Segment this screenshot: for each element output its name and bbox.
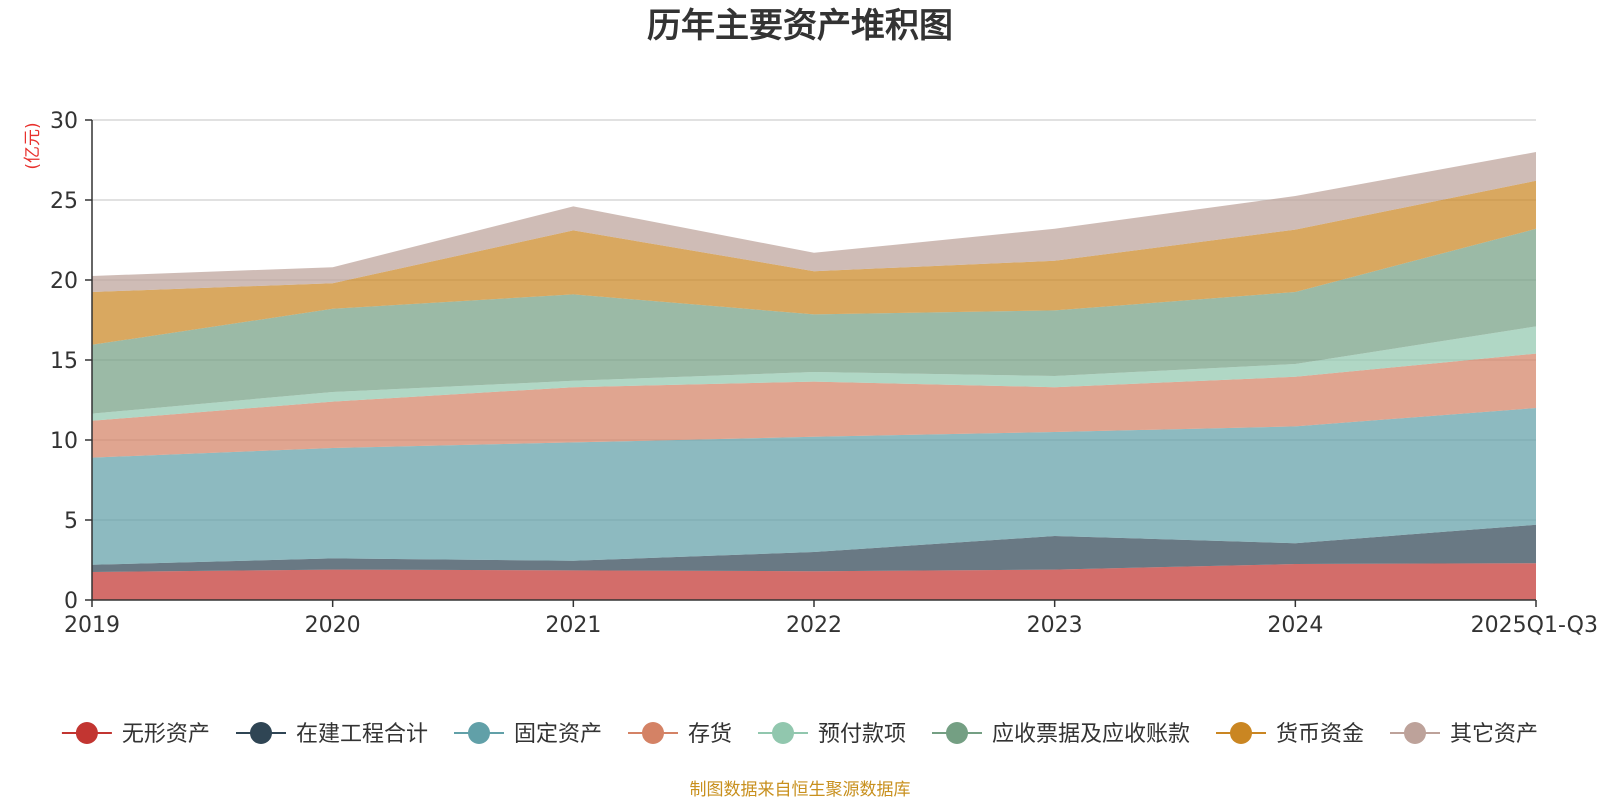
legend-circle-marker	[772, 722, 794, 744]
legend-circle-marker	[75, 722, 98, 744]
y-tick-label-15: 15	[50, 349, 78, 374]
legend-label: 无形资产	[122, 722, 210, 747]
x-tick-label-7: 2025Q1-Q3	[1471, 613, 1598, 638]
y-axis-unit-label: (亿元)	[23, 122, 43, 169]
legend-item-4[interactable]: 存货	[628, 722, 732, 747]
y-tick-label-10: 10	[50, 429, 78, 454]
legend-label: 货币资金	[1276, 722, 1364, 747]
legend-item-2[interactable]: 在建工程合计	[236, 722, 428, 747]
x-tick-label-4: 2022	[786, 613, 842, 638]
x-tick-label-3: 2021	[545, 613, 601, 638]
legend-label: 其它资产	[1450, 722, 1538, 747]
legend-item-6[interactable]: 应收票据及应收账款	[932, 722, 1190, 747]
stacked-areas	[92, 152, 1536, 600]
legend-label: 应收票据及应收账款	[992, 722, 1190, 747]
legend-item-3[interactable]: 固定资产	[454, 722, 602, 747]
y-tick-label-25: 25	[50, 189, 78, 214]
data-source-note: 制图数据来自恒生聚源数据库	[690, 780, 911, 800]
area-series-2[interactable]	[92, 524, 1536, 572]
legend-label: 固定资产	[514, 722, 602, 747]
area-series-4[interactable]	[92, 353, 1536, 458]
legend-circle-marker	[1404, 722, 1426, 744]
y-tick-label-30: 30	[50, 109, 78, 134]
legend-label: 存货	[688, 722, 732, 747]
area-series-8[interactable]	[92, 152, 1536, 292]
legend[interactable]: 无形资产 在建工程合计 固定资产 存货 预付款项 应收票据及应收账款 货币资金 其它资产	[61, 722, 1538, 747]
y-tick-label-20: 20	[50, 269, 78, 294]
legend-label: 在建工程合计	[296, 722, 428, 747]
chart-title: 历年主要资产堆积图	[647, 6, 953, 46]
area-series-6[interactable]	[92, 228, 1536, 414]
legend-item-1[interactable]: 无形资产	[61, 722, 210, 747]
x-tick-label-6: 2024	[1267, 613, 1323, 638]
axes: 0 5 10 15 20 25 30 2019 2020 2021 2022 2023 2024 2025…	[50, 109, 1598, 638]
legend-circle-marker	[1230, 722, 1252, 744]
area-series-7[interactable]	[92, 180, 1536, 345]
y-tick-label-5: 5	[64, 509, 78, 534]
x-tick-label-5: 2023	[1027, 613, 1083, 638]
y-tick-label-0: 0	[64, 589, 78, 614]
legend-circle-marker	[946, 722, 968, 744]
legend-circle-marker	[468, 722, 490, 744]
legend-label: 预付款项	[818, 722, 906, 747]
legend-circle-marker	[642, 722, 664, 744]
area-series-1[interactable]	[92, 563, 1536, 600]
x-tick-label-2: 2020	[305, 613, 361, 638]
x-tick-label-1: 2019	[64, 613, 120, 638]
legend-item-5[interactable]: 预付款项	[758, 722, 906, 747]
area-series-5[interactable]	[92, 326, 1536, 421]
legend-item-8[interactable]: 其它资产	[1390, 722, 1538, 747]
area-series-3[interactable]	[92, 408, 1536, 565]
legend-item-7[interactable]: 货币资金	[1216, 722, 1364, 747]
legend-circle-marker	[250, 722, 272, 744]
